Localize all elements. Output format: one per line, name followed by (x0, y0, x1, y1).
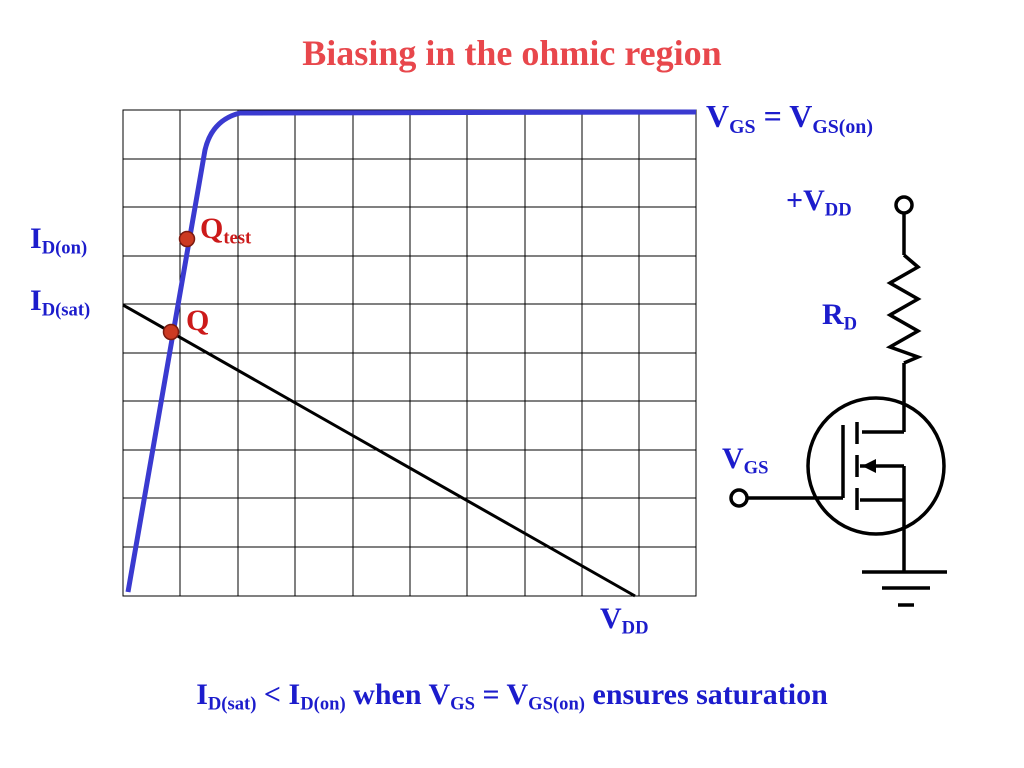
gate-terminal (729, 488, 749, 508)
caption: ID(sat) < ID(on) when VGS = VGS(on) ensu… (196, 678, 828, 715)
slide-title: Biasing in the ohmic region (302, 33, 722, 73)
load-line (122, 303, 636, 598)
supply-terminal (894, 195, 914, 215)
supply-label: +VDD (786, 184, 852, 221)
q-test-point (178, 230, 196, 248)
drain-curve (125, 109, 697, 593)
drain-resistor (885, 253, 923, 365)
id-on-label: ID(on) (30, 222, 88, 259)
gate-input-label: VGS (722, 442, 769, 479)
q-test-label: Qtest (200, 212, 252, 249)
curve-label-vgs-on: VGS = VGS(on) (706, 98, 873, 138)
mosfet-circuit (729, 195, 947, 607)
id-sat-label: ID(sat) (30, 284, 91, 321)
graph-grid (122, 109, 697, 597)
mosfet-arrow (862, 459, 876, 473)
q-point (162, 323, 180, 341)
mosfet-body-circle (806, 396, 946, 536)
vdd-axis-label: VDD (600, 602, 649, 639)
q-label: Q (186, 304, 210, 337)
resistor-label: RD (822, 298, 858, 335)
